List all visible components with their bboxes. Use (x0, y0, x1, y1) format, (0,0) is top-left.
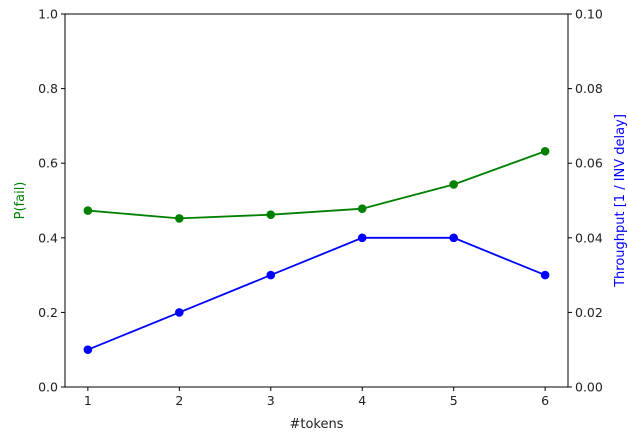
right-y-tick-label: 0.02 (575, 305, 603, 320)
right-y-tick-label: 0.04 (575, 230, 603, 245)
throughput-data-point (357, 233, 367, 243)
throughput-data-point (83, 345, 93, 355)
right-y-tick-label: 0.08 (575, 81, 603, 96)
pfail-data-point (357, 204, 367, 214)
pfail-data-point (175, 214, 184, 223)
ticks-layer: 1 2 3 4 5 6 0.0 0.2 0.4 0.6 0.8 1.0 0.00 0.02 0.04 0.06… (38, 7, 603, 409)
x-tick-label: 2 (175, 393, 183, 408)
x-tick-label: 5 (450, 393, 458, 408)
throughput-data-point (175, 308, 184, 317)
x-tick-label: 1 (84, 393, 92, 408)
throughput-data-point (449, 233, 458, 243)
left-y-tick-label: 0.8 (38, 81, 58, 96)
right-y-tick-label: 0.00 (575, 380, 603, 395)
left-y-tick-label: 0.0 (38, 380, 58, 395)
plot-frame (64, 13, 569, 388)
pfail-data-point (540, 146, 550, 156)
right-y-axis-title: Throughput [1 / INV delay] (613, 114, 628, 288)
left-y-tick-label: 0.6 (38, 156, 58, 171)
pfail-series-line (87, 150, 546, 220)
right-y-tick-label: 0.10 (575, 7, 603, 22)
pfail-data-point (83, 206, 93, 215)
x-axis-title: #tokens (289, 417, 343, 432)
right-y-tick-label: 0.06 (575, 156, 603, 171)
left-y-axis-title: P(fail) (13, 182, 28, 220)
x-tick-label: 4 (358, 393, 366, 408)
x-tick-label: 6 (541, 393, 549, 408)
left-y-tick-label: 0.4 (38, 230, 58, 245)
throughput-series-line (87, 236, 546, 351)
throughput-data-point (540, 270, 550, 280)
left-y-tick-label: 1.0 (38, 7, 58, 22)
left-y-tick-label: 0.2 (38, 305, 58, 320)
series-layer (83, 146, 550, 355)
pfail-data-point (266, 210, 276, 219)
x-tick-label: 3 (267, 393, 275, 408)
pfail-data-point (449, 180, 458, 189)
throughput-data-point (266, 270, 276, 280)
